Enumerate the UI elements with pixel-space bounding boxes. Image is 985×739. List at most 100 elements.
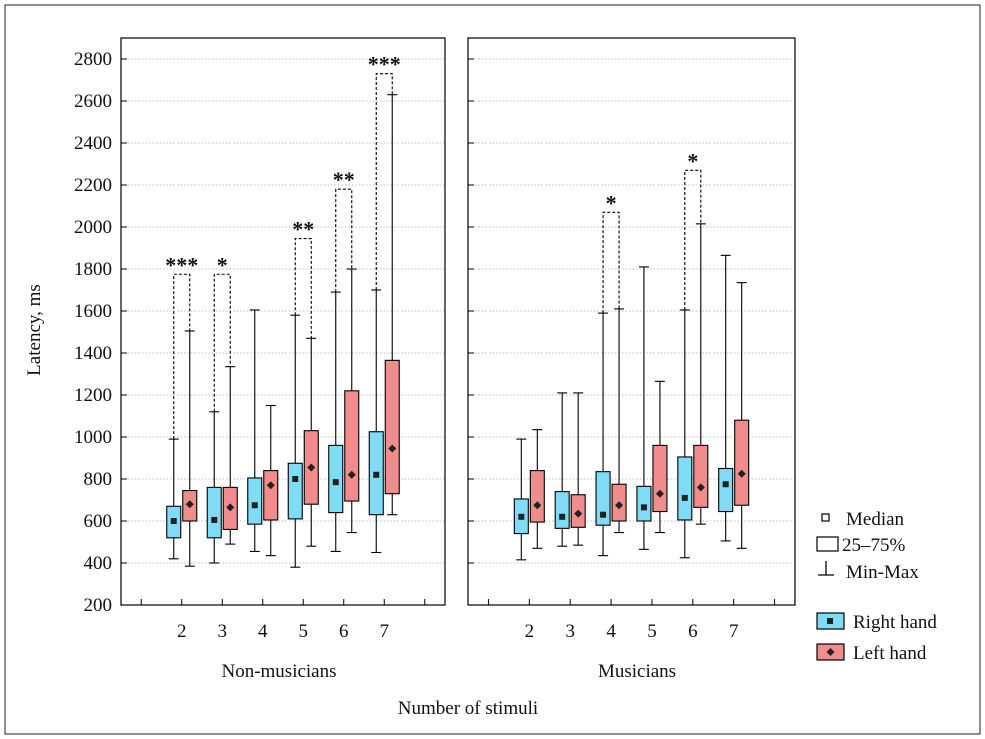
- median-marker: [185, 500, 194, 509]
- y-tick-label: 800: [84, 469, 113, 490]
- median-marker: [722, 481, 729, 488]
- significance-bracket: [684, 169, 702, 310]
- iqr-box: [718, 467, 734, 513]
- box-right-hand: [166, 438, 182, 560]
- box-left-hand: [611, 308, 627, 534]
- box-right-hand: [595, 312, 611, 557]
- x-tick-label: 6: [339, 621, 349, 642]
- legend-hands: Right hand Left hand: [816, 612, 937, 664]
- x-tick-label: 4: [606, 621, 616, 642]
- median-marker: [332, 479, 339, 486]
- figure-frame: [4, 4, 981, 735]
- box-left-hand: [344, 268, 360, 534]
- box-right-hand: [718, 254, 734, 542]
- box-left-hand: [734, 282, 750, 549]
- significance-label: ***: [368, 52, 401, 77]
- y-tick-label: 1200: [74, 385, 112, 406]
- box-right-hand: [677, 309, 693, 559]
- panel-frame: [467, 37, 796, 606]
- iqr-box: [263, 470, 279, 521]
- significance-bracket: [602, 211, 620, 314]
- box-right-hand: [287, 314, 303, 568]
- median-marker: [170, 518, 177, 524]
- box-right-hand: [513, 438, 529, 561]
- box-left-hand: [529, 429, 545, 549]
- y-tick-label: 1800: [74, 259, 112, 280]
- significance-bracket: [294, 238, 312, 339]
- x-tick-label: 4: [258, 621, 268, 642]
- significance-label: **: [333, 167, 355, 192]
- legend-right-label: Right hand: [853, 612, 937, 633]
- median-marker: [251, 502, 258, 509]
- x-axis-label: Number of stimuli: [398, 698, 538, 719]
- significance-label: **: [292, 217, 314, 242]
- iqr-box: [693, 444, 709, 508]
- x-tick-label: 5: [647, 621, 657, 642]
- iqr-box: [328, 444, 344, 514]
- x-tick-label: 3: [565, 621, 575, 642]
- iqr-box: [595, 471, 611, 526]
- median-marker: [655, 489, 664, 498]
- panel-title-non-musicians: Non-musicians: [221, 661, 336, 682]
- iqr-box: [652, 444, 668, 513]
- box-left-hand: [222, 366, 238, 545]
- iqr-box: [734, 419, 750, 506]
- y-tick-label: 600: [84, 511, 113, 532]
- significance-bracket: [375, 73, 393, 290]
- median-marker: [615, 501, 624, 510]
- x-tick-label: 5: [299, 621, 309, 642]
- x-tick-label: 6: [688, 621, 698, 642]
- y-tick-label: 1000: [74, 427, 112, 448]
- iqr-box: [677, 456, 693, 521]
- iqr-box: [206, 486, 222, 539]
- x-tick-label: 2: [525, 621, 535, 642]
- significance-label: ***: [165, 252, 198, 277]
- panel-layer: 2 3 4 5 6 7 2 3 4 5 6 7: [120, 37, 796, 642]
- significance-label: *: [217, 252, 228, 277]
- legend-right-marker-icon: [827, 618, 833, 624]
- box-symbol-icon: [816, 536, 839, 552]
- y-tick-label: 2800: [74, 49, 112, 70]
- median-marker: [373, 471, 380, 478]
- legend-left-marker-icon: [826, 648, 835, 656]
- panel-frame: [120, 37, 446, 606]
- median-marker: [518, 513, 525, 520]
- box-right-hand: [554, 392, 570, 547]
- box-right-hand: [368, 289, 384, 554]
- median-marker: [640, 504, 647, 511]
- y-tick-label: 2200: [74, 175, 112, 196]
- y-tick-label: 200: [84, 595, 113, 616]
- iqr-box: [529, 470, 545, 523]
- significance-label: *: [606, 190, 617, 215]
- y-tick-label: 400: [84, 553, 113, 574]
- median-symbol-icon: [821, 513, 830, 522]
- box-right-hand: [247, 309, 263, 553]
- legend-stats: Median 25–75% Min-Max: [816, 509, 919, 583]
- iqr-box: [554, 491, 570, 529]
- box-left-hand: [182, 330, 198, 567]
- significance-label: *: [687, 148, 698, 173]
- x-tick-label: 7: [380, 621, 390, 642]
- median-marker: [696, 483, 705, 492]
- box-left-hand: [652, 380, 668, 534]
- box-left-hand: [303, 337, 319, 547]
- x-tick-label: 3: [218, 621, 228, 642]
- median-marker: [559, 513, 566, 520]
- median-marker: [307, 463, 316, 472]
- x-tick-label: 7: [729, 621, 739, 642]
- y-tick-label: 1600: [74, 301, 112, 322]
- box-left-hand: [570, 392, 586, 546]
- legend-left-label: Left hand: [853, 643, 927, 664]
- median-marker: [211, 516, 218, 523]
- median-marker: [226, 503, 235, 512]
- box-left-hand: [263, 404, 279, 557]
- y-tick-label: 1400: [74, 343, 112, 364]
- significance-bracket: [213, 273, 231, 412]
- y-tick-label: 2400: [74, 133, 112, 154]
- median-marker: [737, 469, 746, 478]
- x-tick-label: 2: [177, 621, 187, 642]
- median-marker: [533, 501, 542, 510]
- box-right-hand: [206, 411, 222, 564]
